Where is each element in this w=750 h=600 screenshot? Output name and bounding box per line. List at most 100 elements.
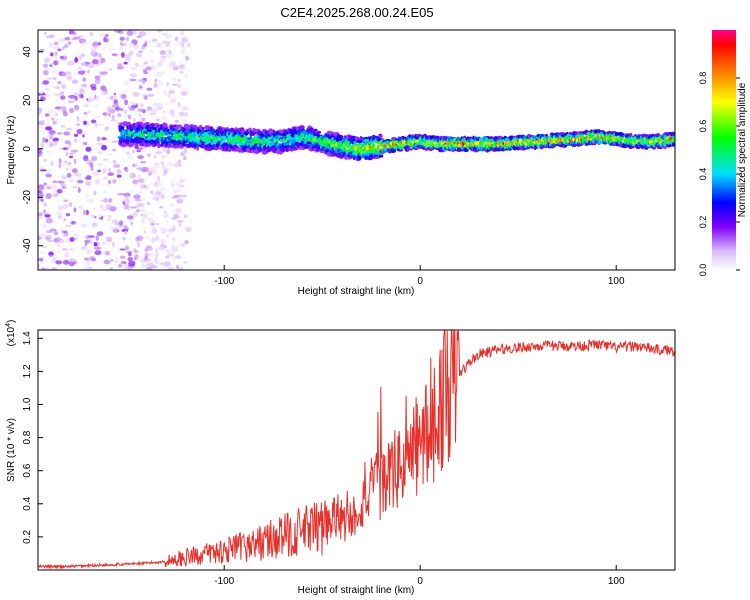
noise-cell bbox=[54, 66, 58, 73]
ridge-cell bbox=[191, 140, 195, 145]
noise-cell bbox=[107, 172, 114, 176]
noise-cell bbox=[178, 221, 182, 227]
noise-cell bbox=[180, 41, 185, 48]
noise-cell bbox=[184, 107, 191, 112]
noise-cell bbox=[89, 31, 94, 37]
noise-cell bbox=[84, 257, 90, 261]
noise-cell bbox=[45, 230, 53, 234]
noise-cell bbox=[44, 267, 50, 270]
noise-cell bbox=[114, 261, 118, 264]
colorbar-tick-label: 0.2 bbox=[698, 216, 708, 229]
ridge-cell bbox=[371, 143, 376, 149]
ridge-cell bbox=[302, 130, 308, 134]
noise-cell bbox=[132, 91, 140, 97]
ridge-cell bbox=[252, 132, 255, 135]
noise-cell bbox=[67, 162, 72, 165]
noise-cell bbox=[136, 167, 143, 171]
noise-cell bbox=[182, 86, 190, 92]
ridge-cell bbox=[225, 126, 229, 130]
noise-cell bbox=[57, 81, 62, 85]
noise-cell bbox=[176, 264, 180, 270]
noise-cell bbox=[97, 151, 103, 154]
noise-cell bbox=[107, 183, 111, 187]
noise-cell bbox=[160, 55, 167, 59]
noise-cell bbox=[62, 111, 68, 117]
noise-cell bbox=[160, 193, 165, 200]
ridge-cell bbox=[145, 124, 150, 129]
noise-cell bbox=[64, 160, 67, 163]
noise-cell bbox=[87, 110, 92, 114]
noise-cell bbox=[134, 250, 139, 253]
noise-cell bbox=[168, 253, 175, 257]
noise-cell bbox=[129, 78, 137, 82]
noise-cell bbox=[126, 30, 134, 36]
noise-cell bbox=[176, 220, 184, 223]
noise-cell bbox=[172, 240, 176, 244]
noise-cell bbox=[163, 210, 167, 214]
noise-cell bbox=[65, 213, 71, 217]
snr-frame bbox=[37, 329, 676, 571]
noise-cell bbox=[172, 189, 178, 193]
noise-cell bbox=[162, 88, 168, 93]
noise-cell bbox=[83, 120, 87, 125]
noise-cell bbox=[38, 92, 42, 96]
noise-cell bbox=[69, 237, 75, 242]
noise-cell bbox=[162, 238, 167, 244]
noise-cell bbox=[39, 93, 47, 96]
noise-cell bbox=[135, 236, 140, 243]
noise-cell bbox=[173, 245, 179, 251]
noise-cell bbox=[135, 52, 143, 58]
noise-cell bbox=[127, 257, 133, 262]
noise-cell bbox=[49, 134, 53, 140]
noise-cell bbox=[117, 30, 124, 34]
y-tick-label: 1.2 bbox=[22, 364, 33, 378]
noise-cell bbox=[48, 41, 56, 46]
noise-cell bbox=[137, 147, 143, 150]
noise-cell bbox=[130, 67, 137, 70]
noise-cell bbox=[141, 80, 146, 84]
noise-cell bbox=[109, 105, 115, 110]
noise-cell bbox=[82, 134, 85, 138]
noise-cell bbox=[101, 46, 106, 51]
noise-cell bbox=[124, 245, 130, 251]
noise-cell bbox=[87, 96, 94, 103]
noise-cell bbox=[157, 175, 160, 181]
noise-cell bbox=[74, 172, 82, 177]
noise-cell bbox=[111, 140, 119, 143]
noise-cell bbox=[143, 71, 149, 75]
ridge-cell bbox=[202, 127, 205, 130]
noise-cell bbox=[62, 248, 68, 251]
noise-cell bbox=[91, 222, 98, 228]
noise-cell bbox=[54, 112, 59, 117]
figure-title: C2E4.2025.268.00.24.E05 bbox=[280, 5, 433, 20]
noise-cell bbox=[140, 213, 144, 217]
noise-cell bbox=[125, 57, 131, 61]
noise-cell bbox=[183, 261, 188, 264]
noise-cell bbox=[43, 63, 49, 69]
noise-cell bbox=[154, 251, 160, 257]
noise-cell bbox=[91, 47, 97, 52]
noise-cell bbox=[163, 110, 166, 114]
noise-cell bbox=[184, 240, 189, 245]
noise-cell bbox=[102, 243, 109, 246]
noise-cell bbox=[39, 169, 47, 172]
noise-cell bbox=[50, 161, 54, 167]
noise-cell bbox=[54, 237, 62, 242]
noise-cell bbox=[97, 136, 101, 142]
noise-cell bbox=[128, 51, 133, 57]
noise-cell bbox=[113, 160, 116, 164]
noise-cell bbox=[38, 148, 42, 154]
noise-cell bbox=[115, 119, 120, 125]
noise-cell bbox=[44, 31, 47, 36]
noise-cell bbox=[59, 105, 67, 110]
noise-cell bbox=[111, 95, 117, 100]
noise-cell bbox=[104, 251, 111, 256]
noise-cell bbox=[136, 235, 144, 241]
noise-cell bbox=[130, 104, 139, 109]
noise-cell bbox=[181, 91, 188, 96]
noise-cell bbox=[119, 93, 126, 99]
noise-cell bbox=[149, 181, 156, 187]
noise-cell bbox=[125, 56, 132, 63]
noise-cell bbox=[56, 132, 63, 135]
noise-cell bbox=[49, 129, 56, 135]
